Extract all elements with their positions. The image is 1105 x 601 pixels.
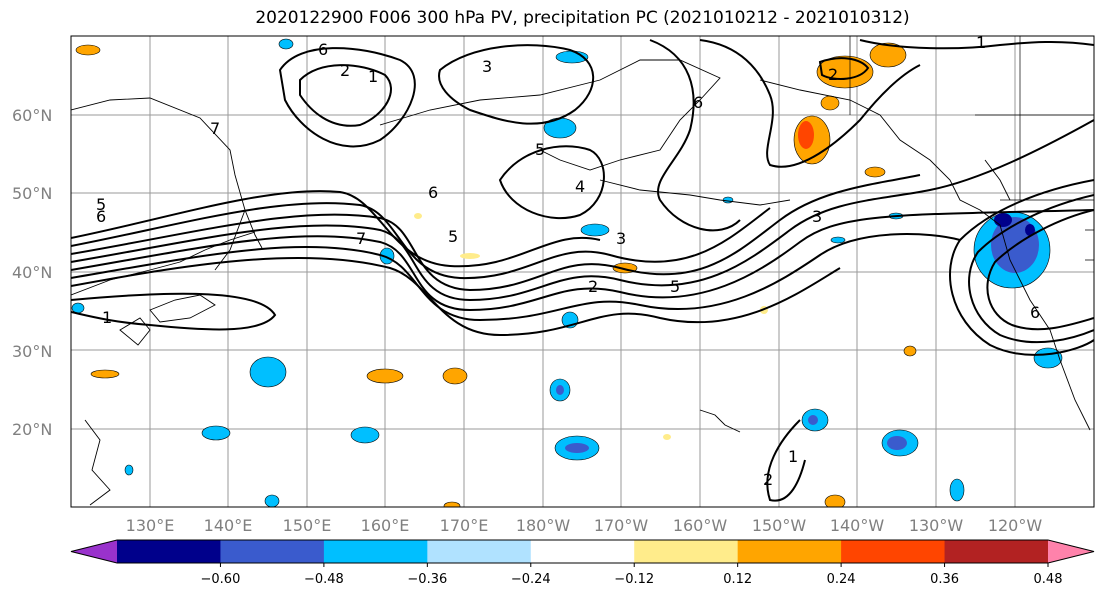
precipitation-shading (71, 38, 1063, 507)
contour-label: 3 (812, 207, 822, 226)
colorbar-tick-label: −0.12 (614, 572, 654, 587)
contour-label: 5 (96, 195, 106, 214)
lon-label: 140°W (830, 516, 885, 535)
lat-label: 30°N (12, 342, 52, 361)
lon-label: 150°E (283, 516, 332, 535)
contour-labels: 1 2 3 4 5 6 7 1 2 3 5 6 6 5 7 6 3 1 2 5 … (96, 33, 1040, 489)
colorbar-tick-label: −0.36 (407, 572, 447, 587)
contour-label: 1 (788, 447, 798, 466)
lat-label: 50°N (12, 184, 52, 203)
contour-label: 2 (340, 61, 350, 80)
contour-label: 3 (616, 229, 626, 248)
lon-label: 180°W (516, 516, 571, 535)
figure-title: 2020122900 F006 300 hPa PV, precipitatio… (255, 8, 910, 28)
contour-label: 3 (482, 57, 492, 76)
contour-label: 1 (368, 67, 378, 86)
contour-label: 6 (96, 207, 106, 226)
contour-label: 7 (356, 229, 366, 248)
contour-label: 6 (1030, 303, 1040, 322)
contour-label: 2 (828, 65, 838, 84)
contour-label: 4 (575, 177, 585, 196)
colorbar-tick-label: 0.24 (827, 572, 856, 587)
lat-label: 20°N (12, 420, 52, 439)
colorbar: −0.60 −0.48 −0.36 −0.24 −0.12 0.12 0.24 0.36 0.4… (70, 539, 1095, 587)
colorbar-bin (634, 540, 739, 563)
lat-label: 40°N (12, 263, 52, 282)
lat-label: 60°N (12, 106, 52, 125)
colorbar-bin (117, 540, 221, 563)
colorbar-tick-label: −0.48 (304, 572, 344, 587)
contour-label: 6 (693, 93, 703, 112)
colorbar-extend-low (71, 540, 117, 563)
lon-label: 130°W (909, 516, 964, 535)
colorbar-extend-high (1048, 540, 1094, 563)
lon-label: 160°E (361, 516, 410, 535)
colorbar-bin (323, 540, 428, 563)
colorbar-outline (70, 539, 1095, 564)
lon-label: 140°E (204, 516, 253, 535)
colorbar-tick-label: −0.60 (201, 572, 241, 587)
lon-label: 120°W (988, 516, 1043, 535)
contour-label: 1 (976, 33, 986, 52)
colorbar-bin (427, 540, 532, 563)
contour-label: 2 (763, 470, 773, 489)
colorbar-tick-label: 0.48 (1034, 572, 1063, 587)
contour-label: 6 (318, 40, 328, 59)
longitude-labels: 130°E 140°E 150°E 160°E 170°E 180°W 170°… (126, 516, 1043, 535)
map-border (70, 35, 1095, 508)
contour-label: 1 (102, 308, 112, 327)
colorbar-bin (944, 540, 1049, 563)
colorbar-tick-label: 0.12 (723, 572, 752, 587)
lon-label: 150°W (752, 516, 807, 535)
coastlines (71, 59, 1091, 506)
lon-label: 160°W (673, 516, 728, 535)
latitude-labels: 60°N 50°N 40°N 30°N 20°N (12, 106, 52, 439)
political-boundaries (849, 36, 1094, 261)
colorbar-tick-label: 0.36 (930, 572, 959, 587)
lon-label: 170°W (594, 516, 649, 535)
contour-label: 7 (210, 119, 220, 138)
colorbar-bin (530, 540, 635, 563)
pv-contours (71, 39, 1094, 502)
contour-label: 5 (448, 227, 458, 246)
colorbar-bin (220, 540, 325, 563)
contour-label: 5 (670, 277, 680, 296)
lon-label: 130°E (126, 516, 175, 535)
colorbar-bin (841, 540, 946, 563)
contour-label: 2 (588, 277, 598, 296)
contour-label: 6 (428, 183, 438, 202)
colorbar-tick-label: −0.24 (511, 572, 551, 587)
lon-label: 170°E (440, 516, 489, 535)
contour-label: 5 (535, 140, 545, 159)
colorbar-bin (737, 540, 842, 563)
